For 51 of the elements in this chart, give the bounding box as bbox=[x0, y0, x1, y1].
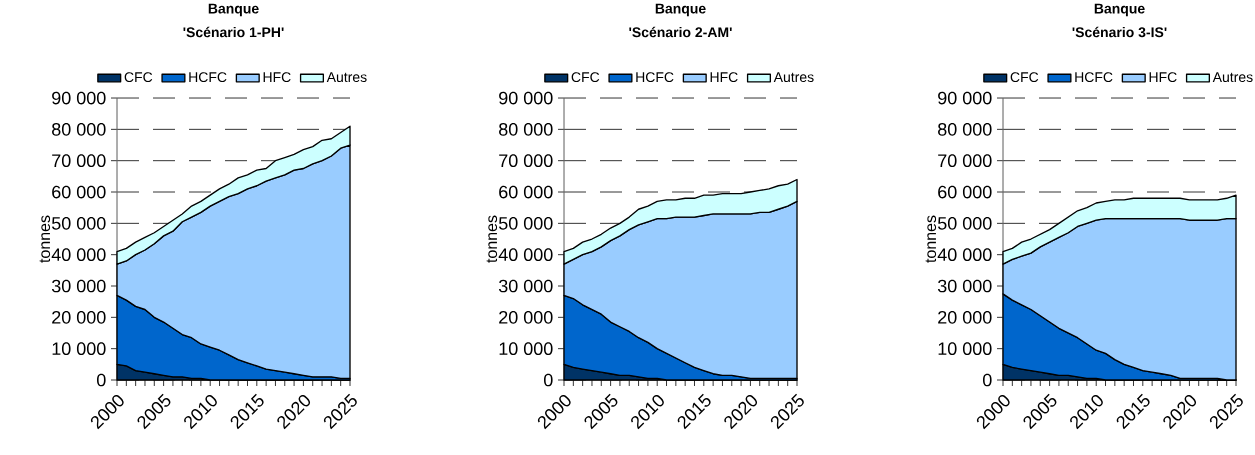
legend-label: CFC bbox=[1010, 72, 1039, 83]
y-tick-label: 0 bbox=[983, 373, 992, 387]
y-tick-label: 30 000 bbox=[51, 279, 106, 293]
y-tick-label: 50 000 bbox=[51, 216, 106, 230]
y-tick-label: 60 000 bbox=[938, 185, 992, 199]
y-tick-label: 30 000 bbox=[937, 279, 992, 293]
y-tick-label: 90 000 bbox=[938, 91, 992, 105]
legend-label: CFC bbox=[571, 72, 600, 83]
y-tick-label: 80 000 bbox=[52, 122, 106, 136]
y-tick-label: 60 000 bbox=[52, 185, 106, 199]
y-tick-label: 90 000 bbox=[499, 91, 553, 105]
y-tick-label: 20 000 bbox=[52, 310, 106, 324]
y-tick-label: 70 000 bbox=[938, 154, 992, 168]
chart-subtitle: 'Scénario 2-AM' bbox=[629, 26, 732, 38]
legend-label: HFC bbox=[710, 72, 738, 83]
chart-title: Banque bbox=[655, 3, 706, 17]
chart-title: Banque bbox=[208, 3, 259, 17]
legend-label: HCFC bbox=[1075, 72, 1113, 83]
legend-label: Autres bbox=[1212, 72, 1253, 83]
y-tick-label: 90 000 bbox=[52, 91, 106, 105]
y-axis-title: tonnes bbox=[39, 215, 51, 263]
y-tick-label: 0 bbox=[97, 373, 106, 387]
y-tick-label: 20 000 bbox=[499, 310, 553, 324]
y-tick-label: 40 000 bbox=[51, 248, 106, 262]
legend-label: Autres bbox=[773, 72, 814, 83]
y-axis-title: tonnes bbox=[486, 215, 498, 263]
legend-label: HCFC bbox=[636, 72, 674, 83]
y-tick-label: 40 000 bbox=[937, 248, 992, 262]
legend-label: HFC bbox=[263, 72, 291, 83]
y-tick-label: 0 bbox=[544, 373, 553, 387]
legend-label: Autres bbox=[326, 72, 367, 83]
y-tick-label: 70 000 bbox=[52, 154, 106, 168]
legend-label: CFC bbox=[124, 72, 153, 83]
chart-subtitle: 'Scénario 1-PH' bbox=[183, 26, 284, 38]
y-tick-label: 60 000 bbox=[499, 185, 553, 199]
y-tick-label: 10 000 bbox=[52, 342, 106, 356]
chart-title: Banque bbox=[1094, 3, 1145, 17]
y-tick-label: 50 000 bbox=[937, 216, 992, 230]
y-tick-label: 40 000 bbox=[498, 248, 553, 262]
y-tick-label: 30 000 bbox=[498, 279, 553, 293]
y-tick-label: 50 000 bbox=[498, 216, 553, 230]
chart-subtitle: 'Scénario 3-IS' bbox=[1072, 26, 1167, 38]
y-tick-label: 10 000 bbox=[499, 342, 553, 356]
y-tick-label: 80 000 bbox=[938, 122, 992, 136]
y-tick-label: 10 000 bbox=[938, 342, 992, 356]
y-tick-label: 70 000 bbox=[499, 154, 553, 168]
legend-label: HCFC bbox=[189, 72, 227, 83]
y-tick-label: 20 000 bbox=[938, 310, 992, 324]
y-axis-title: tonnes bbox=[925, 215, 937, 263]
legend-label: HFC bbox=[1149, 72, 1177, 83]
y-tick-label: 80 000 bbox=[499, 122, 553, 136]
